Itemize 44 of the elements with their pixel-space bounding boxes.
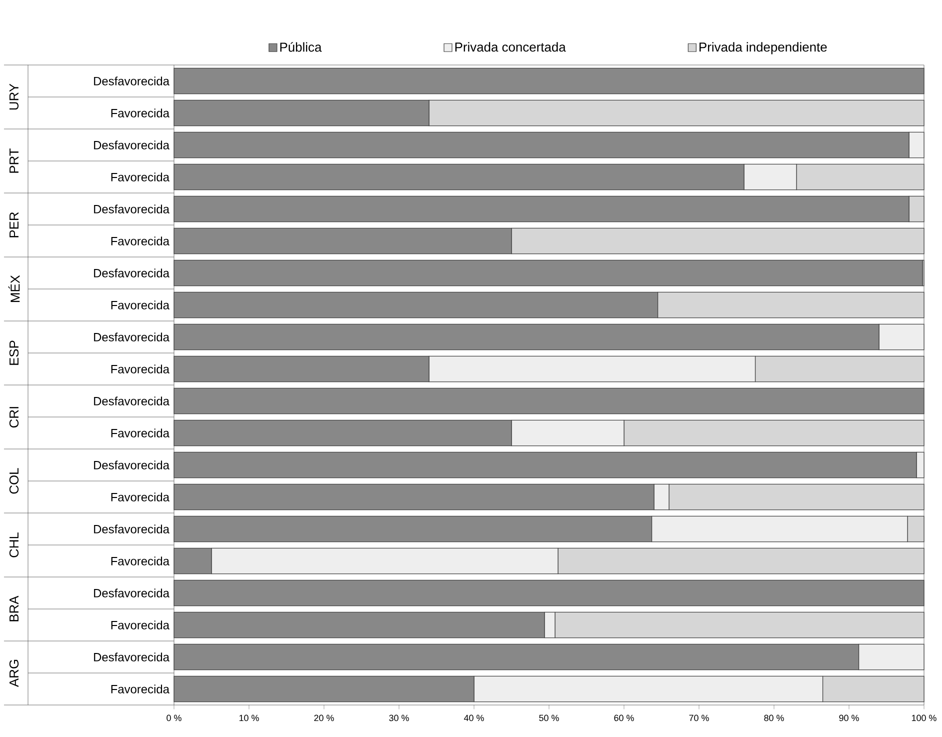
text: MÉX <box>8 275 20 302</box>
text: ESP <box>9 340 19 365</box>
x-tick-label: 20 % <box>314 714 334 722</box>
y-tick-label: Favorecida <box>111 108 170 118</box>
x-tick-label: 90 % <box>839 714 859 722</box>
y-tick-label: Desfavorecida <box>94 652 170 662</box>
y-tick-label: Favorecida <box>111 556 170 566</box>
y-tick-label: Favorecida <box>111 300 170 310</box>
text: CRI <box>9 407 19 428</box>
y-tick-label: Desfavorecida <box>94 460 170 470</box>
x-tick-label: 10 % <box>239 714 259 722</box>
text: CHL <box>9 532 19 558</box>
y-tick-label: Desfavorecida <box>94 204 170 214</box>
y-tick-label: Desfavorecida <box>94 268 170 278</box>
y-tick-label: Desfavorecida <box>94 524 170 534</box>
legend-label: Privada concertada <box>455 42 566 52</box>
y-tick-label: Favorecida <box>111 364 170 374</box>
text: ARG <box>9 660 19 687</box>
y-tick-label: Favorecida <box>111 172 170 182</box>
text: PER <box>10 212 18 238</box>
x-tick-label: 70 % <box>689 714 709 722</box>
x-tick-label: 30 % <box>389 714 409 722</box>
x-tick-label: 50 % <box>539 714 559 722</box>
x-tick-label: 80 % <box>764 714 784 722</box>
y-tick-label: Favorecida <box>111 428 170 438</box>
text: PRT <box>10 148 18 173</box>
y-tick-label: Desfavorecida <box>94 396 170 406</box>
x-tick-label: 100 % <box>912 714 936 722</box>
y-tick-label: Desfavorecida <box>94 76 170 86</box>
text: COL <box>9 468 19 494</box>
y-tick-label: Desfavorecida <box>94 140 170 150</box>
x-tick-label: 60 % <box>614 714 634 722</box>
legend-label: Privada independiente <box>700 42 827 54</box>
y-tick-label: Desfavorecida <box>94 588 170 598</box>
y-tick-label: Favorecida <box>111 492 170 502</box>
y-tick-label: Favorecida <box>111 684 170 694</box>
y-tick-label: Favorecida <box>111 236 170 246</box>
legend-label: Pública <box>280 42 322 52</box>
text: BRA <box>10 596 18 622</box>
x-tick-label: 40 % <box>464 714 484 722</box>
y-tick-label: Favorecida <box>111 620 170 630</box>
y-tick-label: Desfavorecida <box>94 332 170 342</box>
x-tick-label: 0 % <box>166 714 182 722</box>
text: URY <box>9 84 19 110</box>
